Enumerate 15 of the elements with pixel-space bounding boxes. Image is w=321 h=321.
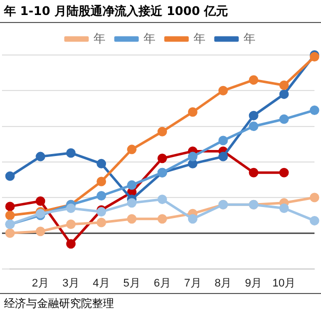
x-tick-label: 7月	[184, 277, 202, 290]
legend-label: 年	[194, 31, 206, 46]
chart-title: 年 1-10 月陆股通净流入接近 1000 亿元	[0, 0, 321, 23]
text: 经济与金融研究院整理	[0, 293, 321, 313]
x-tick-label: 5月	[123, 277, 140, 290]
x-tick-label: 10月	[272, 277, 296, 290]
x-tick-label: 9月	[245, 277, 262, 290]
x-tick-label: 6月	[154, 277, 171, 290]
x-tick-label: 3月	[62, 277, 80, 290]
x-tick-label: 4月	[92, 277, 110, 290]
legend-label: 年	[94, 31, 106, 46]
legend-label: 年	[244, 31, 256, 46]
x-tick-label: 2月	[32, 277, 50, 290]
legend-label: 年	[144, 31, 156, 46]
x-tick-label: 8月	[214, 277, 232, 290]
